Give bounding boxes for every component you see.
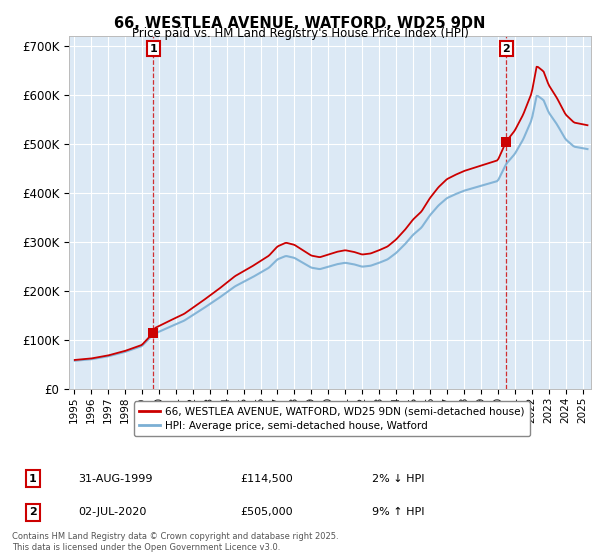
Text: Contains HM Land Registry data © Crown copyright and database right 2025.
This d: Contains HM Land Registry data © Crown c… (12, 532, 338, 552)
Text: 2: 2 (29, 507, 37, 517)
Text: 31-AUG-1999: 31-AUG-1999 (78, 474, 152, 484)
Text: Price paid vs. HM Land Registry's House Price Index (HPI): Price paid vs. HM Land Registry's House … (131, 27, 469, 40)
Text: £505,000: £505,000 (240, 507, 293, 517)
Text: 1: 1 (29, 474, 37, 484)
Text: 9% ↑ HPI: 9% ↑ HPI (372, 507, 425, 517)
Text: 2% ↓ HPI: 2% ↓ HPI (372, 474, 425, 484)
Text: 1: 1 (149, 44, 157, 54)
Text: 66, WESTLEA AVENUE, WATFORD, WD25 9DN: 66, WESTLEA AVENUE, WATFORD, WD25 9DN (115, 16, 485, 31)
Text: £114,500: £114,500 (240, 474, 293, 484)
Text: 2: 2 (502, 44, 510, 54)
Legend: 66, WESTLEA AVENUE, WATFORD, WD25 9DN (semi-detached house), HPI: Average price,: 66, WESTLEA AVENUE, WATFORD, WD25 9DN (s… (134, 402, 530, 436)
Text: 02-JUL-2020: 02-JUL-2020 (78, 507, 146, 517)
